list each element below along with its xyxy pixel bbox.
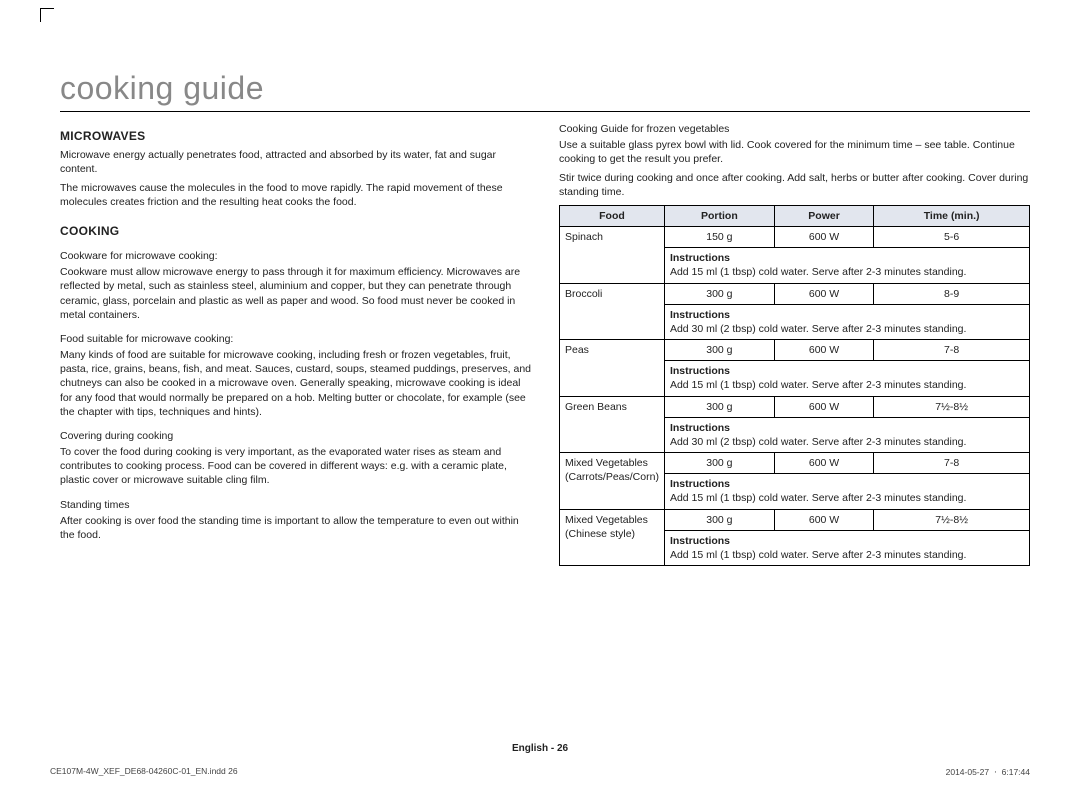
body-text: Cookware must allow microwave energy to …	[60, 265, 531, 322]
cell-portion: 300 g	[664, 396, 774, 417]
subheading: Cookware for microwave cooking:	[60, 249, 531, 263]
cell-time: 5-6	[874, 227, 1030, 248]
cooking-table: Food Portion Power Time (min.) Spinach15…	[559, 205, 1030, 566]
th-power: Power	[774, 205, 873, 226]
cell-time: 8-9	[874, 283, 1030, 304]
body-text: Stir twice during cooking and once after…	[559, 171, 1030, 199]
cell-time: 7½-8½	[874, 509, 1030, 530]
table-header-row: Food Portion Power Time (min.)	[560, 205, 1030, 226]
cell-portion: 300 g	[664, 453, 774, 474]
body-text: Microwave energy actually penetrates foo…	[60, 148, 531, 176]
page-number: English - 26	[0, 743, 1080, 754]
th-time: Time (min.)	[874, 205, 1030, 226]
body-text: Many kinds of food are suitable for micr…	[60, 348, 531, 419]
cell-power: 600 W	[774, 396, 873, 417]
body-text: To cover the food during cooking is very…	[60, 445, 531, 488]
cell-time: 7-8	[874, 340, 1030, 361]
heading-microwaves: MICROWAVES	[60, 128, 531, 144]
instructions-text: Add 30 ml (2 tbsp) cold water. Serve aft…	[670, 322, 1024, 336]
body-text: The microwaves cause the molecules in th…	[60, 181, 531, 209]
body-text: Use a suitable glass pyrex bowl with lid…	[559, 138, 1030, 166]
cell-instructions: InstructionsAdd 15 ml (1 tbsp) cold wate…	[664, 530, 1029, 565]
subheading: Covering during cooking	[60, 429, 531, 443]
cell-portion: 300 g	[664, 509, 774, 530]
table-row: Mixed Vegetables (Carrots/Peas/Corn)300 …	[560, 453, 1030, 474]
table-row: Spinach150 g600 W5-6	[560, 227, 1030, 248]
subheading: Standing times	[60, 498, 531, 512]
two-column-layout: MICROWAVES Microwave energy actually pen…	[60, 122, 1030, 566]
table-row: Broccoli300 g600 W8-9	[560, 283, 1030, 304]
cell-instructions: InstructionsAdd 15 ml (1 tbsp) cold wate…	[664, 248, 1029, 283]
cell-portion: 300 g	[664, 340, 774, 361]
table-row: Mixed Vegetables (Chinese style)300 g600…	[560, 509, 1030, 530]
cell-portion: 150 g	[664, 227, 774, 248]
instructions-label: Instructions	[670, 251, 1024, 265]
instructions-text: Add 15 ml (1 tbsp) cold water. Serve aft…	[670, 378, 1024, 392]
instructions-text: Add 15 ml (1 tbsp) cold water. Serve aft…	[670, 265, 1024, 279]
print-footer: CE107M-4W_XEF_DE68-04260C-01_EN.indd 26 …	[50, 766, 1030, 778]
right-column: Cooking Guide for frozen vegetables Use …	[559, 122, 1030, 566]
footer-file: CE107M-4W_XEF_DE68-04260C-01_EN.indd 26	[50, 766, 238, 778]
cell-power: 600 W	[774, 227, 873, 248]
cell-instructions: InstructionsAdd 30 ml (2 tbsp) cold wate…	[664, 417, 1029, 452]
cell-power: 600 W	[774, 453, 873, 474]
left-column: MICROWAVES Microwave energy actually pen…	[60, 122, 531, 566]
instructions-text: Add 15 ml (1 tbsp) cold water. Serve aft…	[670, 548, 1024, 562]
cell-food: Mixed Vegetables (Carrots/Peas/Corn)	[560, 453, 665, 510]
instructions-label: Instructions	[670, 421, 1024, 435]
table-row: Green Beans300 g600 W7½-8½	[560, 396, 1030, 417]
cell-food: Peas	[560, 340, 665, 397]
cell-food: Spinach	[560, 227, 665, 284]
instructions-label: Instructions	[670, 534, 1024, 548]
instructions-label: Instructions	[670, 364, 1024, 378]
cell-food: Broccoli	[560, 283, 665, 340]
cell-portion: 300 g	[664, 283, 774, 304]
table-row: Peas300 g600 W7-8	[560, 340, 1030, 361]
cell-food: Green Beans	[560, 396, 665, 453]
cell-time: 7-8	[874, 453, 1030, 474]
instructions-text: Add 15 ml (1 tbsp) cold water. Serve aft…	[670, 491, 1024, 505]
cell-power: 600 W	[774, 509, 873, 530]
subheading: Food suitable for microwave cooking:	[60, 332, 531, 346]
cell-power: 600 W	[774, 283, 873, 304]
th-food: Food	[560, 205, 665, 226]
th-portion: Portion	[664, 205, 774, 226]
cell-instructions: InstructionsAdd 15 ml (1 tbsp) cold wate…	[664, 474, 1029, 509]
footer-timestamp: 2014-05-27 ㆍ 6:17:44	[946, 766, 1030, 778]
cell-instructions: InstructionsAdd 15 ml (1 tbsp) cold wate…	[664, 361, 1029, 396]
crop-mark-icon	[40, 8, 54, 22]
page-title: cooking guide	[60, 70, 1030, 112]
manual-page: cooking guide MICROWAVES Microwave energ…	[0, 0, 1080, 792]
heading-cooking: COOKING	[60, 223, 531, 239]
table-title: Cooking Guide for frozen vegetables	[559, 122, 1030, 136]
body-text: After cooking is over food the standing …	[60, 514, 531, 542]
instructions-label: Instructions	[670, 477, 1024, 491]
cell-power: 600 W	[774, 340, 873, 361]
cell-instructions: InstructionsAdd 30 ml (2 tbsp) cold wate…	[664, 304, 1029, 339]
instructions-label: Instructions	[670, 308, 1024, 322]
cell-food: Mixed Vegetables (Chinese style)	[560, 509, 665, 566]
instructions-text: Add 30 ml (2 tbsp) cold water. Serve aft…	[670, 435, 1024, 449]
cell-time: 7½-8½	[874, 396, 1030, 417]
